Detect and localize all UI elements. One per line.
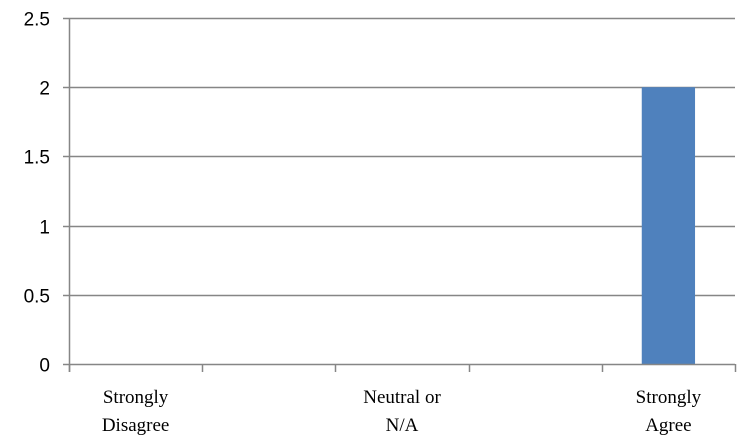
- gridlines: [69, 17, 735, 297]
- x-axis-tick-labels: Strongly Disagree Neutral or N/A Strongly Agr…: [102, 387, 702, 436]
- y-tick-label: 0.5: [24, 287, 50, 308]
- y-tick-label: 1.5: [24, 148, 50, 169]
- y-tick-label: 1: [39, 218, 50, 239]
- bars: [641, 87, 696, 364]
- axes: [63, 17, 737, 372]
- y-tick-label: 0: [39, 356, 50, 377]
- x-tick-label-line: Agree: [645, 415, 691, 436]
- x-tick-label: Strongly Agree: [636, 387, 702, 436]
- x-tick-label: Strongly Disagree: [102, 387, 170, 436]
- x-tick-label-line: Strongly: [103, 387, 169, 408]
- x-tick-label-line: Strongly: [636, 387, 702, 408]
- bar: [641, 87, 696, 364]
- y-axis-tick-labels: 0 0.5 1 1.5 2 2.5: [24, 10, 50, 377]
- x-tick-label-line: Neutral or: [363, 387, 441, 408]
- x-tick-label-line: N/A: [386, 415, 419, 436]
- x-tick-label-line: Disagree: [102, 415, 170, 436]
- y-tick-label: 2.5: [24, 10, 50, 31]
- x-tick-label: Neutral or N/A: [363, 387, 441, 436]
- y-tick-label: 2: [39, 79, 50, 100]
